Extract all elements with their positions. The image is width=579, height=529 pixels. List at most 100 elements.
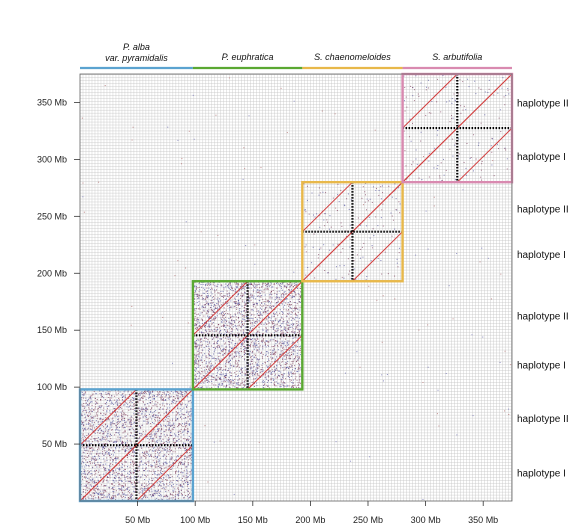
noise-dot [189,445,191,447]
noise-dot [112,459,114,461]
noise-dot [161,427,163,429]
noise-dot [107,494,109,496]
noise-dot [288,351,290,353]
noise-dot [151,441,153,443]
noise-dot [229,321,231,323]
noise-dot [262,353,264,355]
noise-dot [205,341,207,343]
noise-dot [108,418,110,420]
noise-dot [158,408,160,410]
noise-dot [289,286,291,288]
noise-dot [291,319,293,321]
noise-dot [175,416,177,418]
noise-dot [256,295,258,297]
noise-dot [210,320,212,322]
noise-dot [282,381,284,383]
noise-dot [118,408,120,410]
noise-dot [113,477,115,479]
noise-dot [237,317,239,319]
noise-dot [122,425,124,427]
noise-dot [109,410,111,412]
noise-dot [197,320,199,322]
noise-dot [148,447,150,449]
noise-dot [293,385,295,387]
noise-dot [233,316,235,318]
noise-dot [84,455,86,457]
noise-dot [292,361,294,363]
noise-dot [156,463,158,465]
noise-dot [95,412,97,414]
noise-dot [208,324,210,326]
noise-dot [285,356,287,358]
noise-dot [232,385,234,387]
noise-dot [279,285,281,287]
noise-dot [182,463,184,465]
noise-dot [112,422,114,424]
noise-dot [173,486,175,488]
noise-dot [88,440,90,442]
noise-dot [119,468,121,470]
noise-dot [229,355,231,357]
noise-dot [113,481,115,483]
noise-dot [101,497,103,499]
noise-dot [178,423,180,425]
noise-dot [177,405,179,407]
noise-dot [223,307,225,309]
noise-dot [149,489,151,491]
noise-dot [195,294,197,296]
noise-dot [147,422,149,424]
noise-dot [288,354,290,356]
noise-dot [273,313,275,315]
noise-dot [289,285,291,287]
noise-dot [220,290,222,292]
noise-dot [175,419,177,421]
noise-dot [273,332,275,334]
noise-dot [167,490,169,492]
noise-dot [180,484,182,486]
noise-dot [162,455,164,457]
noise-dot [124,450,126,452]
noise-dot [197,363,199,365]
noise-dot [212,357,214,359]
noise-dot [82,433,84,435]
noise-dot [95,403,97,405]
noise-dot [185,390,187,392]
noise-dot [238,375,240,377]
noise-dot [176,456,178,458]
noise-dot [288,327,290,329]
noise-dot [203,287,205,289]
noise-dot [284,334,286,336]
noise-dot [106,451,108,453]
noise-dot [142,400,144,402]
noise-dot [240,294,242,296]
noise-dot [267,365,269,367]
noise-dot [148,442,150,444]
noise-dot [139,417,141,419]
noise-dot [163,413,165,415]
noise-dot [250,363,252,365]
noise-dot [118,421,120,423]
noise-dot [251,371,253,373]
noise-dot [164,470,166,472]
noise-dot [272,312,274,314]
noise-dot [91,429,93,431]
noise-dot [259,371,261,373]
noise-dot [88,398,90,400]
noise-dot [236,342,238,344]
background-dot [434,147,436,149]
noise-dot [249,375,251,377]
background-dot [137,413,139,415]
noise-dot [106,435,108,437]
noise-dot [169,407,171,409]
noise-dot [148,405,150,407]
noise-dot [255,334,257,336]
noise-dot [221,380,223,382]
noise-dot [233,301,235,303]
noise-dot [129,446,131,448]
noise-dot [118,468,120,470]
background-dot [82,182,84,184]
noise-dot [150,470,152,472]
noise-dot [265,327,267,329]
noise-dot [183,438,185,440]
noise-dot [96,402,98,404]
